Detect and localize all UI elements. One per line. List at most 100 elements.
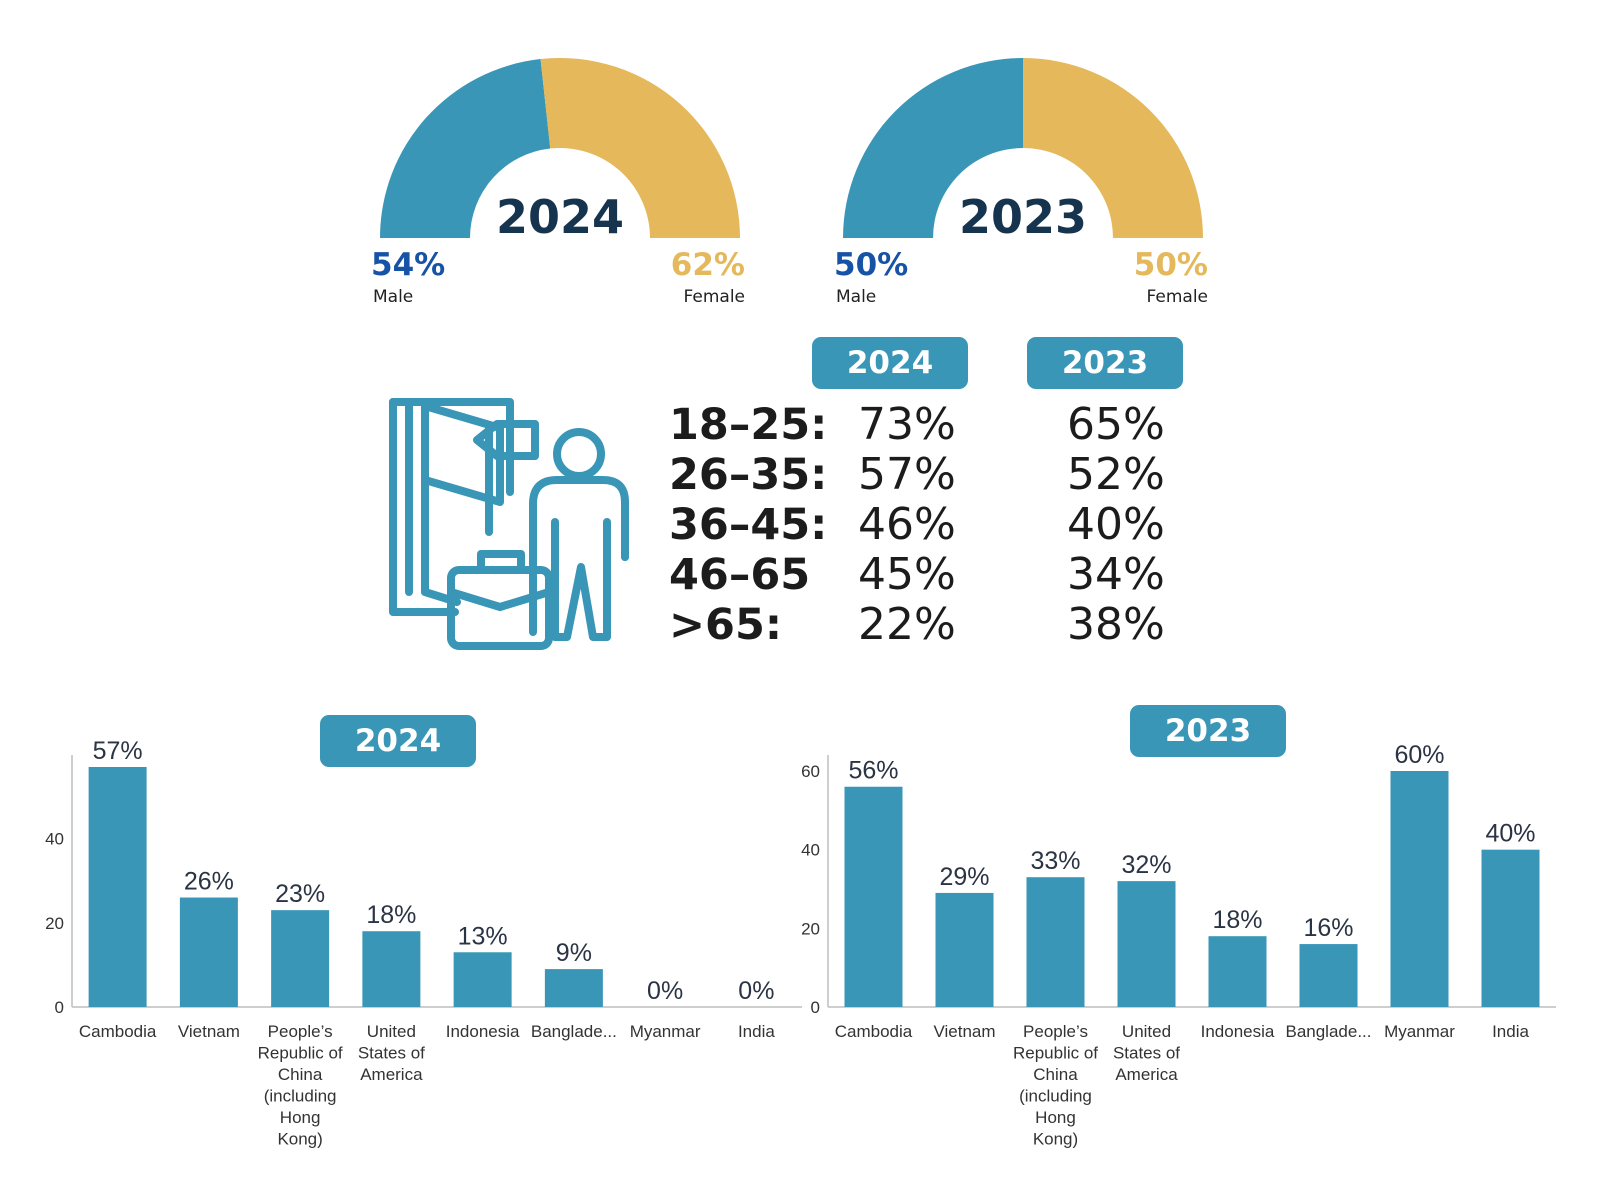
bar-value-label: 18% (1212, 906, 1262, 934)
x-tick-label: Indonesia (1201, 1022, 1275, 1041)
age-value-2024: 45% (858, 549, 956, 600)
y-tick-label: 40 (801, 841, 820, 860)
bar (271, 910, 330, 1007)
x-tick-label: China (1033, 1065, 1078, 1084)
age-value-2023: 40% (1067, 499, 1165, 550)
bar-value-label: 60% (1394, 741, 1444, 769)
bar-value-label: 18% (366, 901, 416, 929)
x-tick-label: United (1122, 1022, 1171, 1041)
x-tick-label: Banglade... (1285, 1022, 1371, 1041)
x-tick-label: America (360, 1065, 423, 1084)
x-tick-label: Cambodia (835, 1022, 913, 1041)
job-seeker-door-icon (389, 398, 629, 650)
age-group-label: 46–65 (669, 550, 811, 600)
male-label: Male (836, 287, 877, 307)
x-tick-label: United (367, 1022, 416, 1041)
age-row: >65: 22% 38% (669, 599, 1189, 651)
female-label: Female (1146, 287, 1208, 307)
x-tick-label: Kong) (1033, 1130, 1078, 1149)
bar-value-label: 16% (1303, 914, 1353, 942)
x-tick-label: (including (264, 1087, 337, 1106)
female-percent: 62% (670, 247, 745, 283)
bar (362, 931, 421, 1007)
bar-value-label: 32% (1121, 851, 1171, 879)
bar-value-label: 0% (738, 977, 774, 1005)
gauge-year: 2024 (495, 190, 625, 244)
age-header-2023: 2023 (1027, 337, 1183, 389)
x-tick-label: Vietnam (178, 1022, 240, 1041)
bar (1026, 877, 1085, 1007)
x-tick-label: Cambodia (79, 1022, 157, 1041)
x-tick-label: Vietnam (933, 1022, 995, 1041)
gauge-arc-2023 (843, 58, 1203, 238)
x-tick-label: Kong) (277, 1130, 322, 1149)
age-group-label: 18–25: (669, 400, 828, 450)
gauge-female-segment (1023, 58, 1203, 238)
bar (1117, 881, 1176, 1007)
bar (1208, 936, 1267, 1007)
bar-value-label: 29% (939, 863, 989, 891)
gender-gauge-2023: 2023 50% 50% Male Female (834, 55, 1208, 307)
gauge-male-segment (380, 59, 551, 239)
gauge-male-segment (843, 58, 1023, 238)
x-tick-label: (including (1019, 1087, 1092, 1106)
y-tick-label: 20 (801, 919, 820, 938)
age-row: 46–65 45% 34% (669, 549, 1189, 601)
age-group-label: 26–35: (669, 450, 828, 500)
age-group-label: >65: (669, 600, 783, 650)
x-tick-label: States of (1113, 1044, 1180, 1063)
bar (88, 767, 147, 1007)
x-tick-label: India (1492, 1022, 1529, 1041)
y-tick-label: 60 (801, 762, 820, 781)
male-label: Male (373, 287, 414, 307)
bar-chart-2024: 0 20 40 57% Cambodia 26% Vietnam 23% People’s Rep… (45, 737, 802, 1149)
x-tick-label: China (278, 1065, 323, 1084)
bar-value-label: 40% (1485, 820, 1535, 848)
age-value-2023: 34% (1067, 549, 1165, 600)
bar-value-label: 33% (1030, 847, 1080, 875)
male-percent: 54% (371, 247, 446, 283)
bar (1481, 849, 1540, 1007)
bar (935, 892, 994, 1007)
gauge-female-segment (540, 58, 740, 238)
bar (1390, 771, 1449, 1007)
bar-chart-title-2024: 2024 (320, 715, 476, 767)
x-tick-label: Republic of (258, 1044, 343, 1063)
bar-value-label: 13% (458, 922, 508, 950)
age-row: 36–45: 46% 40% (669, 499, 1189, 551)
y-tick-label: 0 (55, 998, 64, 1017)
age-header-2024: 2024 (812, 337, 968, 389)
x-tick-label: Hong (1035, 1108, 1076, 1127)
gauge-arc-2024 (380, 58, 740, 239)
bar-value-label: 56% (848, 757, 898, 785)
x-tick-label: India (738, 1022, 775, 1041)
male-percent: 50% (834, 247, 909, 283)
bar (844, 786, 903, 1007)
bar-value-label: 23% (275, 880, 325, 908)
gender-gauge-2024: 2024 54% 62% Male Female (371, 55, 745, 307)
age-row: 18–25: 73% 65% (669, 399, 1189, 451)
age-value-2023: 65% (1067, 399, 1165, 450)
bar-chart-title-2023: 2023 (1130, 705, 1286, 757)
bar (1299, 944, 1358, 1007)
bar-value-label: 9% (556, 939, 592, 967)
x-tick-label: Hong (280, 1108, 321, 1127)
bar-value-label: 26% (184, 868, 234, 896)
bar-value-label: 0% (647, 977, 683, 1005)
x-tick-label: People’s (268, 1022, 333, 1041)
bar (179, 897, 238, 1007)
x-tick-label: Myanmar (1384, 1022, 1455, 1041)
x-tick-label: People’s (1023, 1022, 1088, 1041)
age-value-2023: 38% (1067, 599, 1165, 650)
age-value-2024: 57% (858, 449, 956, 500)
age-table: 18–25: 73% 65% 26–35: 57% 52% 36–45: 46%… (669, 400, 1189, 660)
female-label: Female (683, 287, 745, 307)
bar-value-label: 57% (93, 737, 143, 765)
x-tick-label: Myanmar (630, 1022, 701, 1041)
x-tick-label: States of (358, 1044, 425, 1063)
age-group-label: 36–45: (669, 500, 828, 550)
gauge-year: 2023 (958, 190, 1088, 244)
bar (453, 952, 512, 1007)
age-value-2024: 46% (858, 499, 956, 550)
x-tick-label: Republic of (1013, 1044, 1098, 1063)
